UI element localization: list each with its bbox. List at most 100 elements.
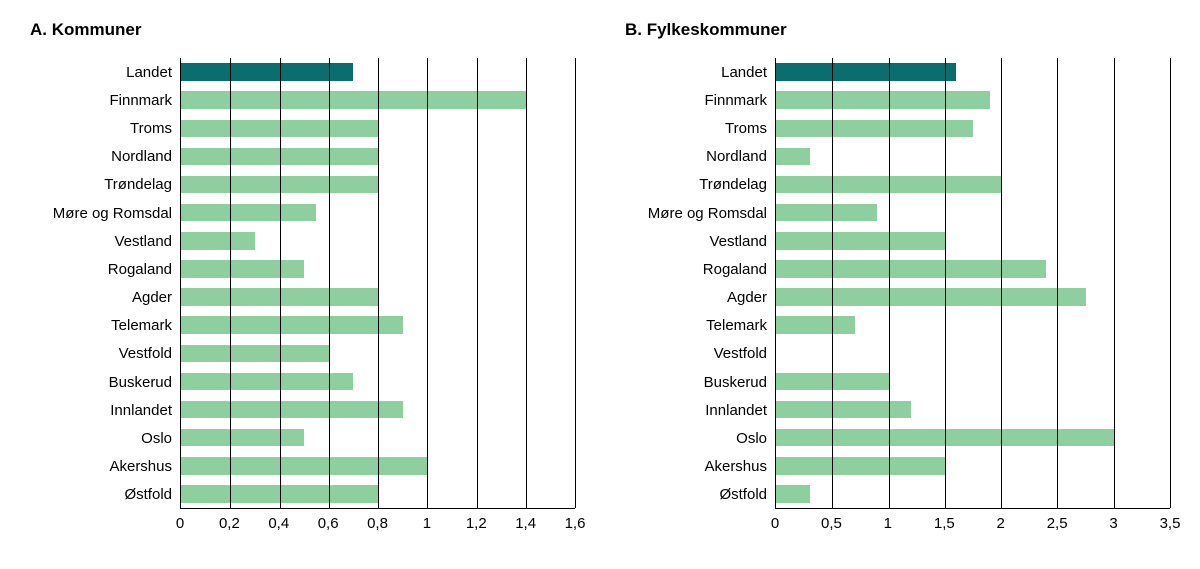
category-label: Nordland: [30, 143, 172, 171]
gridline: [427, 58, 428, 508]
gridline: [832, 58, 833, 508]
x-tick-label: 3: [1109, 515, 1117, 532]
category-label: Telemark: [625, 312, 767, 340]
bar-slot: [776, 283, 1170, 311]
category-label: Vestfold: [30, 340, 172, 368]
gridline: [945, 58, 946, 508]
panel-a-chart: LandetFinnmarkTromsNordlandTrøndelagMøre…: [30, 58, 575, 539]
panel-b-ylabels: LandetFinnmarkTromsNordlandTrøndelagMøre…: [625, 58, 775, 509]
bar: [181, 260, 304, 277]
panel-b-title: B. Fylkeskommuner: [625, 20, 1170, 40]
x-tick-label: 0,5: [821, 515, 842, 532]
bar-slot: [776, 171, 1170, 199]
bar-slot: [776, 452, 1170, 480]
bar: [181, 232, 255, 249]
category-label: Buskerud: [625, 368, 767, 396]
bar-slot: [776, 227, 1170, 255]
bar: [181, 457, 427, 474]
bar-slot: [776, 480, 1170, 508]
x-tick-label: 0,8: [367, 515, 388, 532]
bar: [776, 91, 990, 108]
panel-a-ylabels: LandetFinnmarkTromsNordlandTrøndelagMøre…: [30, 58, 180, 509]
x-tick-label: 0,6: [318, 515, 339, 532]
x-tick-label: 0,2: [219, 515, 240, 532]
bar-slot: [776, 396, 1170, 424]
category-label: Vestfold: [625, 340, 767, 368]
bar-slot: [776, 142, 1170, 170]
category-label: Agder: [30, 284, 172, 312]
bar-slot: [776, 58, 1170, 86]
gridline: [1170, 58, 1171, 508]
x-tick-label: 1: [423, 515, 431, 532]
bar: [181, 429, 304, 446]
panel-b-xticks: 00,511,522,533,5: [775, 509, 1170, 539]
x-tick-label: 1,5: [934, 515, 955, 532]
panel-a-xticks: 00,20,40,60,811,21,41,6: [180, 509, 575, 539]
gridline: [1057, 58, 1058, 508]
bar: [776, 120, 973, 137]
bar: [181, 345, 329, 362]
category-label: Møre og Romsdal: [625, 199, 767, 227]
x-tick-label: 1,2: [466, 515, 487, 532]
bar: [776, 485, 810, 502]
bar: [776, 204, 877, 221]
category-label: Innlandet: [30, 396, 172, 424]
category-label: Nordland: [625, 143, 767, 171]
bar-slot: [776, 339, 1170, 367]
figure-container: A. Kommuner LandetFinnmarkTromsNordlandT…: [0, 0, 1200, 569]
bar: [776, 63, 956, 80]
category-label: Østfold: [30, 481, 172, 509]
bar-slot: [776, 367, 1170, 395]
bar: [776, 148, 810, 165]
bar: [776, 457, 945, 474]
category-label: Finnmark: [30, 86, 172, 114]
panel-b-plotarea: [775, 58, 1170, 509]
category-label: Rogaland: [625, 255, 767, 283]
gridline: [575, 58, 576, 508]
bar: [776, 260, 1046, 277]
gridline: [329, 58, 330, 508]
category-label: Trøndelag: [625, 171, 767, 199]
panel-b: B. Fylkeskommuner LandetFinnmarkTromsNor…: [625, 20, 1170, 539]
category-label: Oslo: [30, 424, 172, 452]
category-label: Troms: [30, 114, 172, 142]
bar: [181, 63, 353, 80]
category-label: Oslo: [625, 424, 767, 452]
x-tick-label: 1,4: [515, 515, 536, 532]
x-tick-label: 0,4: [268, 515, 289, 532]
gridline: [526, 58, 527, 508]
bar-slot: [776, 114, 1170, 142]
category-label: Landet: [30, 58, 172, 86]
bar: [776, 401, 911, 418]
panel-a-plotarea: [180, 58, 575, 509]
category-label: Innlandet: [625, 396, 767, 424]
category-label: Finnmark: [625, 86, 767, 114]
bar: [181, 373, 353, 390]
gridline: [1001, 58, 1002, 508]
category-label: Telemark: [30, 312, 172, 340]
category-label: Landet: [625, 58, 767, 86]
x-tick-label: 0: [176, 515, 184, 532]
panel-b-bars: [776, 58, 1170, 508]
bar: [776, 316, 855, 333]
bar: [181, 401, 403, 418]
category-label: Akershus: [30, 453, 172, 481]
bar-slot: [776, 311, 1170, 339]
bar: [181, 204, 316, 221]
category-label: Agder: [625, 284, 767, 312]
bar-slot: [776, 255, 1170, 283]
gridline: [280, 58, 281, 508]
x-tick-label: 0: [771, 515, 779, 532]
gridline: [889, 58, 890, 508]
category-label: Vestland: [625, 227, 767, 255]
panel-a-title: A. Kommuner: [30, 20, 575, 40]
bar: [776, 288, 1086, 305]
bar: [181, 91, 526, 108]
category-label: Buskerud: [30, 368, 172, 396]
bar: [776, 232, 945, 249]
gridline: [1114, 58, 1115, 508]
bar: [181, 316, 403, 333]
x-tick-label: 1: [884, 515, 892, 532]
x-tick-label: 2,5: [1047, 515, 1068, 532]
category-label: Rogaland: [30, 255, 172, 283]
